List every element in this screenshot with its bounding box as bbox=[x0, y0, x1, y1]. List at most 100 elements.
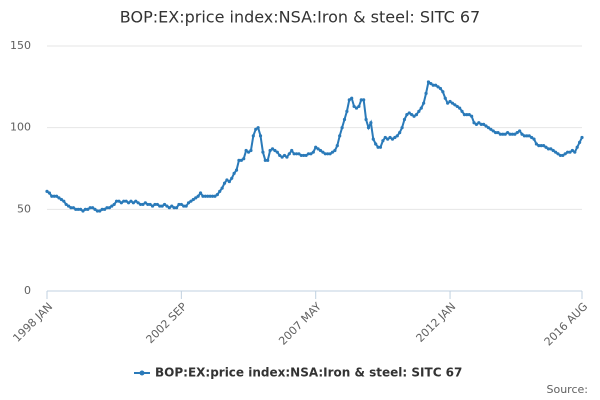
data-point bbox=[515, 130, 519, 135]
data-point bbox=[460, 109, 464, 113]
data-point bbox=[107, 206, 111, 210]
data-point bbox=[172, 206, 176, 210]
data-point bbox=[330, 150, 335, 154]
data-point bbox=[527, 134, 531, 138]
data-point bbox=[88, 206, 92, 210]
data-point bbox=[234, 168, 239, 172]
data-point bbox=[400, 126, 404, 130]
data-point bbox=[412, 114, 416, 118]
data-point bbox=[100, 207, 104, 211]
data-point bbox=[474, 122, 479, 126]
data-point bbox=[232, 171, 236, 175]
data-point bbox=[304, 153, 308, 158]
data-point bbox=[496, 130, 500, 135]
data-point bbox=[489, 127, 493, 131]
data-point bbox=[249, 148, 253, 153]
data-point bbox=[290, 148, 294, 153]
data-point bbox=[342, 117, 347, 122]
data-point bbox=[429, 81, 433, 86]
data-point bbox=[422, 101, 426, 105]
data-point bbox=[242, 157, 246, 161]
y-tick-label: 100 bbox=[10, 121, 31, 134]
data-point bbox=[179, 202, 183, 207]
data-point bbox=[558, 153, 563, 158]
data-point bbox=[491, 129, 495, 133]
data-point bbox=[419, 106, 423, 110]
data-point bbox=[525, 134, 529, 138]
data-point bbox=[177, 202, 181, 207]
data-point bbox=[105, 206, 109, 210]
data-point bbox=[273, 148, 277, 153]
data-point bbox=[287, 152, 291, 156]
data-point bbox=[184, 204, 188, 208]
source-label: Source: bbox=[547, 383, 589, 396]
data-point bbox=[246, 150, 251, 154]
data-point bbox=[117, 199, 121, 203]
y-tick-label: 150 bbox=[10, 39, 31, 52]
data-point bbox=[280, 155, 284, 159]
data-point bbox=[206, 194, 210, 198]
data-point bbox=[83, 207, 87, 211]
y-tick-label: 50 bbox=[17, 202, 31, 215]
data-point bbox=[189, 199, 193, 203]
data-point bbox=[549, 147, 553, 151]
data-point bbox=[71, 206, 75, 210]
data-point bbox=[568, 150, 572, 154]
data-point bbox=[484, 124, 488, 128]
data-point bbox=[398, 130, 402, 135]
data-point bbox=[465, 113, 469, 117]
data-point bbox=[446, 101, 450, 105]
data-point bbox=[366, 126, 371, 130]
data-point bbox=[522, 134, 527, 138]
data-point bbox=[431, 83, 435, 87]
data-point bbox=[210, 194, 215, 198]
data-point bbox=[462, 113, 467, 117]
data-point bbox=[395, 134, 399, 138]
data-point bbox=[309, 152, 313, 156]
data-point bbox=[306, 152, 311, 156]
data-point bbox=[376, 145, 380, 149]
data-point bbox=[388, 135, 392, 140]
data-point bbox=[510, 132, 515, 136]
data-point bbox=[126, 201, 131, 205]
data-point bbox=[227, 179, 231, 184]
data-point bbox=[347, 98, 351, 102]
data-point bbox=[405, 113, 409, 117]
data-point bbox=[278, 153, 282, 158]
data-point bbox=[532, 137, 536, 141]
data-point bbox=[258, 134, 263, 138]
x-tick-label: 2002 SEP bbox=[144, 300, 190, 346]
data-point bbox=[297, 152, 301, 156]
data-point bbox=[350, 96, 354, 100]
data-point bbox=[270, 147, 275, 151]
data-point bbox=[534, 142, 539, 146]
data-point bbox=[407, 111, 411, 115]
data-point bbox=[186, 201, 191, 205]
data-point bbox=[98, 209, 102, 213]
data-point bbox=[196, 194, 200, 198]
data-point bbox=[424, 91, 428, 95]
data-point bbox=[321, 150, 325, 154]
data-point bbox=[477, 121, 481, 125]
data-point bbox=[64, 202, 68, 207]
data-point bbox=[134, 199, 138, 203]
data-point bbox=[494, 130, 498, 135]
data-point bbox=[266, 158, 270, 162]
data-point bbox=[393, 135, 397, 140]
data-point bbox=[47, 191, 51, 195]
data-point bbox=[563, 152, 567, 156]
data-point bbox=[450, 101, 455, 105]
data-point bbox=[114, 199, 119, 203]
data-point bbox=[438, 86, 443, 91]
data-point bbox=[191, 197, 195, 202]
data-point bbox=[131, 201, 135, 205]
data-point bbox=[52, 194, 56, 198]
data-point bbox=[359, 98, 363, 102]
data-point bbox=[566, 150, 570, 154]
data-point bbox=[486, 126, 491, 130]
data-point bbox=[93, 207, 97, 211]
data-point bbox=[508, 132, 512, 136]
legend-label: BOP:EX:price index:NSA:Iron & steel: SIT… bbox=[155, 366, 462, 380]
data-point bbox=[213, 194, 217, 198]
